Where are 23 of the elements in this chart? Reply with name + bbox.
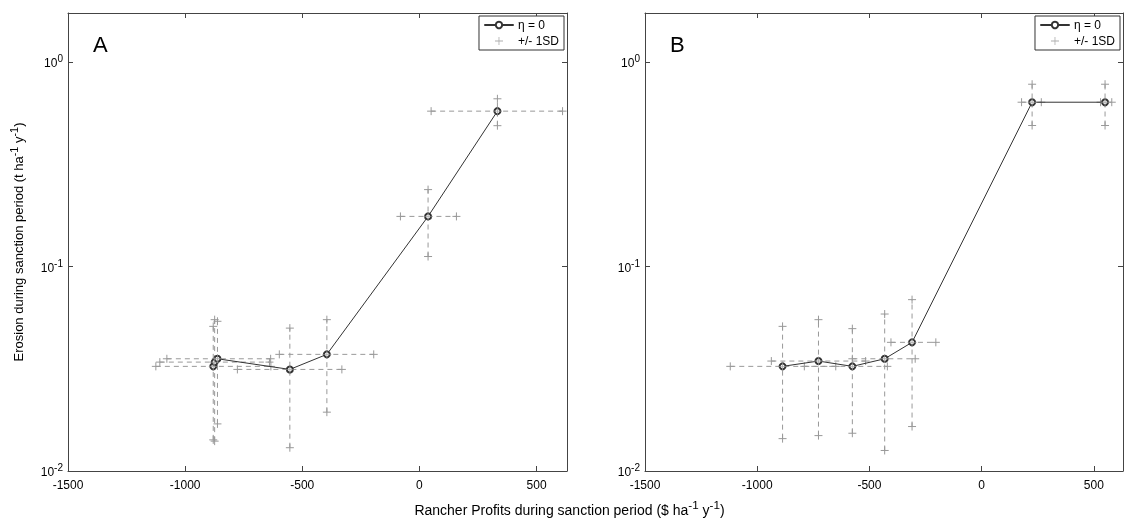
- x-tick-label: 500: [1083, 478, 1105, 492]
- x-tick-label: 0: [978, 478, 986, 492]
- legend-label: +/- 1SD: [1073, 34, 1116, 48]
- legend-label: η = 0: [517, 18, 546, 32]
- x-tick-label: 0: [416, 478, 424, 492]
- x-tick-label: 500: [526, 478, 547, 492]
- y-tick-label: 10$^{0}$: [44, 53, 63, 71]
- x-axis-title: Rancher Profits during sanction period ($ ha$^{-1}$ y$^{-1}$): [413, 498, 726, 518]
- y-tick-label: 10$^{-2}$: [40, 462, 63, 479]
- x-tick-label: -1500: [52, 478, 84, 492]
- x-tick-label: -500: [857, 478, 882, 492]
- legend-label: η = 0: [1073, 18, 1102, 32]
- legend-label: +/- 1SD: [517, 34, 560, 48]
- x-tick-label: -1000: [169, 478, 201, 492]
- x-tick-label: -500: [290, 478, 315, 492]
- y-tick-label: 10$^{-2}$: [617, 462, 640, 479]
- y-tick-label: 10$^{0}$: [621, 53, 640, 71]
- text: B: [670, 31, 685, 57]
- text: A: [93, 31, 108, 57]
- y-tick-label: 10$^{-1}$: [40, 257, 63, 275]
- x-tick-label: -1000: [741, 478, 773, 492]
- y-tick-label: 10$^{-1}$: [617, 257, 640, 275]
- x-tick-label: -1500: [629, 478, 661, 492]
